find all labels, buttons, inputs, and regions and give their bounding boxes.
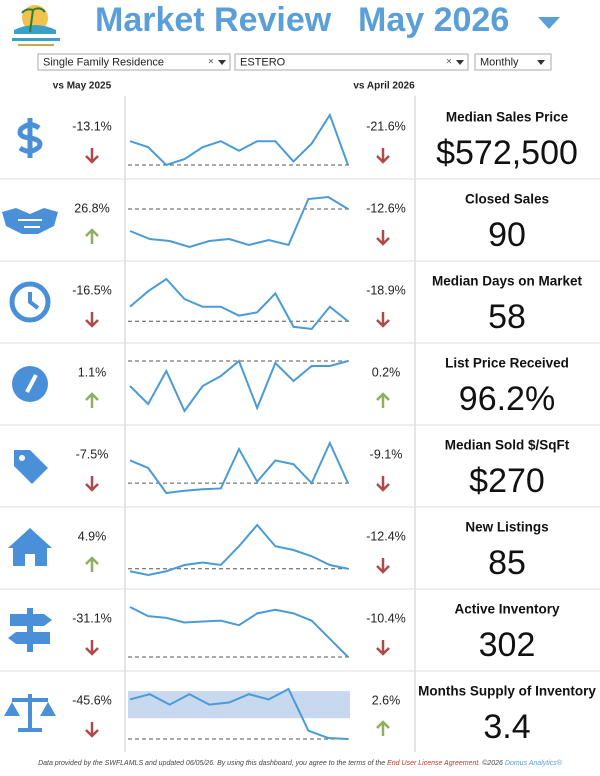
- trend-arrow: [85, 392, 99, 408]
- vs-year: -45.6%: [72, 693, 112, 707]
- metric-value: 90: [488, 216, 526, 254]
- metric-label: New Listings: [465, 520, 548, 535]
- vs-year: -31.1%: [72, 611, 112, 625]
- metric-row: 4.9% -12.4% New Listings 85: [0, 506, 600, 582]
- trend-arrow: [85, 640, 99, 656]
- svg-text:×: ×: [446, 57, 452, 68]
- sparkline: [129, 359, 349, 413]
- metric-label: Median Sales Price: [446, 110, 569, 125]
- trend-arrow: [376, 148, 390, 164]
- column-header: vs April 2026: [353, 81, 415, 92]
- metric-label: Median Days on Market: [432, 274, 583, 289]
- metric-value: $572,500: [436, 134, 578, 172]
- trend-arrow: [376, 720, 390, 736]
- vs-year: 26.8%: [74, 201, 109, 215]
- icon: [8, 614, 52, 644]
- icon: [14, 450, 48, 484]
- metric-value: 302: [479, 626, 536, 664]
- icon: [9, 281, 51, 323]
- footer-brand: Domus Analytics®: [505, 759, 563, 767]
- vs-year: 4.9%: [78, 529, 107, 543]
- trend-arrow: [85, 476, 99, 492]
- metric-row: -7.5% -9.1% Median Sold $/SqFt $270: [0, 424, 600, 500]
- vs-year: 1.1%: [78, 365, 107, 379]
- filter-text: Monthly: [480, 56, 519, 68]
- metric-row: 1.1% 0.2% List Price Received 96.2%: [0, 342, 600, 418]
- vs-month: -18.9%: [366, 283, 406, 297]
- vs-month: -9.1%: [370, 447, 403, 461]
- vs-month: 2.6%: [372, 693, 401, 707]
- period-dropdown[interactable]: [538, 17, 560, 29]
- logo: [12, 5, 60, 46]
- filter-area[interactable]: ESTERO ×: [234, 53, 469, 71]
- icon: [4, 702, 56, 716]
- metric-row: -45.6% 2.6% Months Supply of Inventory 3.4: [0, 670, 600, 746]
- filter-type[interactable]: Single Family Residence ×: [37, 53, 231, 71]
- trend-arrow: [376, 312, 390, 328]
- reference-band: [128, 691, 350, 719]
- column-header: vs May 2025: [53, 81, 112, 92]
- title: Market Review: [95, 1, 332, 39]
- metric-label: Closed Sales: [465, 192, 549, 207]
- sparkline: [129, 687, 349, 740]
- metric-value: 85: [488, 544, 526, 582]
- icon: [19, 455, 25, 461]
- vs-year: -13.1%: [72, 119, 112, 133]
- footer: Data provided by the SWFLAMLS and update…: [38, 759, 563, 767]
- metric-label: Median Sold $/SqFt: [445, 438, 570, 453]
- trend-arrow: [376, 476, 390, 492]
- period: May 2026: [358, 1, 509, 39]
- metric-row: 26.8% -12.6% Closed Sales 90: [0, 178, 600, 254]
- sparkline: [129, 523, 349, 577]
- metric-label: Active Inventory: [454, 602, 560, 617]
- metric-value: $270: [469, 462, 545, 500]
- icon: [17, 118, 43, 158]
- trend-arrow: [85, 148, 99, 164]
- sparkline: [129, 112, 349, 167]
- trend-arrow: [85, 228, 99, 244]
- trend-arrow: [376, 558, 390, 574]
- footer-link[interactable]: End User License Agreement.: [387, 760, 480, 767]
- vs-month: -12.4%: [366, 529, 406, 543]
- sparkline: [129, 440, 349, 495]
- vs-month: -12.6%: [366, 201, 406, 215]
- icon: [27, 608, 33, 652]
- trend-arrow: [376, 392, 390, 408]
- icon: [28, 292, 40, 310]
- vs-year: -16.5%: [72, 283, 112, 297]
- metric-label: Months Supply of Inventory: [418, 684, 596, 699]
- metric-value: 96.2%: [459, 380, 555, 418]
- filter-text: Single Family Residence: [43, 56, 164, 68]
- trend-arrow: [85, 312, 99, 328]
- metric-value: 58: [488, 298, 526, 336]
- metric-label: List Price Received: [445, 356, 569, 371]
- icon: [18, 219, 42, 228]
- filter-interval[interactable]: Monthly: [474, 53, 552, 71]
- vs-month: 0.2%: [372, 365, 401, 379]
- icon: [12, 694, 48, 732]
- metric-row: -16.5% -18.9% Median Days on Market 58: [0, 260, 600, 336]
- trend-arrow: [376, 230, 390, 246]
- trend-arrow: [85, 556, 99, 572]
- footer-text: Data provided by the SWFLAMLS and update…: [38, 760, 385, 767]
- vs-year: -7.5%: [76, 447, 109, 461]
- vs-month: -21.6%: [366, 119, 406, 133]
- icon: [8, 528, 52, 566]
- icon: [25, 374, 38, 393]
- metric-row: -31.1% -10.4% Active Inventory 302: [0, 588, 600, 664]
- metric-value: 3.4: [483, 708, 530, 746]
- filter-text: ESTERO: [240, 56, 286, 68]
- sparkline: [129, 277, 349, 331]
- vs-month: -10.4%: [366, 611, 406, 625]
- footer-copyright: ©2026: [482, 759, 503, 767]
- sparkline: [129, 606, 349, 658]
- sparkline: [129, 195, 349, 249]
- metric-row: -13.1% -21.6% Median Sales Price $572,500: [17, 110, 578, 172]
- trend-arrow: [376, 640, 390, 656]
- trend-arrow: [85, 722, 99, 738]
- svg-text:×: ×: [208, 57, 214, 68]
